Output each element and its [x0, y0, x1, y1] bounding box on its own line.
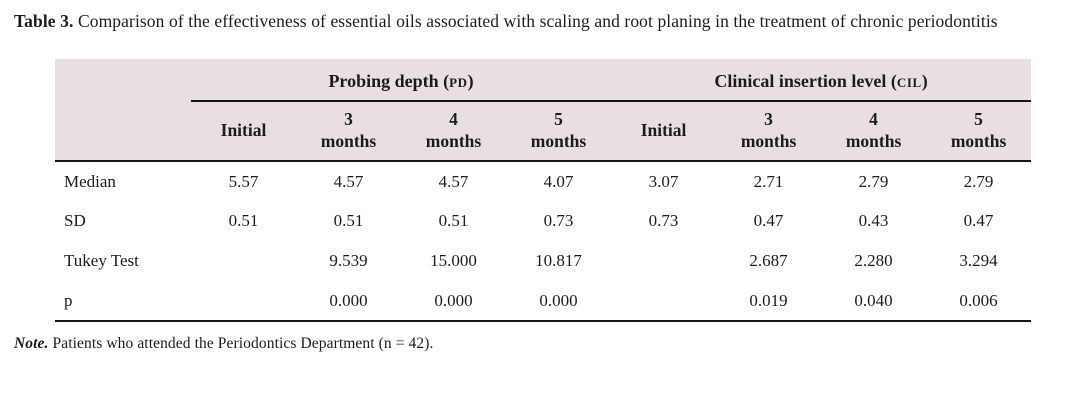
table-note-label: Note.: [14, 335, 49, 353]
data-cell: 0.43: [858, 211, 889, 231]
table-row-tukey-test: Tukey Test 9.539 15.000 10.817 2.687 2.2…: [55, 241, 1031, 281]
corner-cell: [55, 59, 191, 102]
data-cell: 0.019: [716, 281, 822, 323]
data-cell: 4.07: [543, 171, 574, 191]
data-cell: 4.57: [438, 171, 469, 191]
data-cell: 0.006: [926, 281, 1032, 323]
data-cell: [191, 241, 296, 281]
data-cell: 2.79: [858, 171, 889, 191]
data-cell: [611, 241, 716, 281]
data-cell: 2.687: [749, 251, 788, 271]
group-header-clinical-insertion-level: Clinical insertion level (CIL): [611, 59, 1032, 103]
group-header-text: Probing depth (: [328, 71, 450, 92]
table-row-median: Median 5.57 4.57 4.57 4.07 3.07 2.71 2.7…: [55, 161, 1031, 201]
col-header-cil-3-months: 3 months: [716, 101, 822, 163]
table-caption-text: Comparison of the effectiveness of essen…: [73, 11, 998, 31]
data-cell: 2.71: [753, 171, 784, 191]
col-header-pd-3-months: 3 months: [296, 101, 401, 163]
group-header-row: Probing depth (PD) Clinical insertion le…: [55, 59, 1032, 103]
data-cell: 0.47: [753, 211, 784, 231]
table-note: Note. Patients who attended the Periodon…: [14, 335, 1051, 353]
col-header-pd-4-months: 4 months: [401, 101, 506, 163]
group-header-text: Clinical insertion level (: [714, 71, 897, 92]
row-label: Tukey Test: [64, 251, 139, 271]
group-header-abbr: CIL: [896, 75, 922, 91]
data-cell: 0.73: [648, 211, 679, 231]
data-cell: [191, 281, 296, 323]
table-row-sd: SD 0.51 0.51 0.51 0.73 0.73 0.47 0.43 0.…: [55, 201, 1031, 241]
row-label: SD: [64, 211, 86, 231]
group-header-suffix: ): [467, 71, 474, 92]
data-cell: 9.539: [329, 251, 368, 271]
data-cell: 3.07: [648, 171, 679, 191]
data-cell: 0.000: [296, 281, 401, 323]
row-label: p: [55, 281, 191, 323]
data-cell: 10.817: [535, 251, 582, 271]
col-header-cil-initial: Initial: [611, 101, 717, 163]
table-caption-label: Table 3.: [14, 11, 74, 31]
data-cell: 2.280: [854, 251, 893, 271]
col-header-cil-4-months: 4 months: [821, 101, 927, 163]
col-header-pd-5-months: 5 months: [506, 101, 612, 163]
group-header-probing-depth: Probing depth (PD): [191, 59, 612, 103]
data-cell: 4.57: [333, 171, 364, 191]
row-label: Median: [64, 171, 116, 191]
group-header-suffix: ): [921, 71, 928, 92]
data-cell: 0.000: [401, 281, 506, 323]
col-header-cil-5-months: 5 months: [926, 101, 1032, 163]
data-cell: 0.51: [438, 211, 469, 231]
table-row-p: p 0.000 0.000 0.000 0.019 0.040 0.006: [55, 281, 1032, 323]
data-cell: 5.57: [228, 171, 259, 191]
data-cell: 0.73: [543, 211, 574, 231]
table-caption: Table 3. Comparison of the effectiveness…: [14, 9, 1051, 33]
data-cell: 0.000: [506, 281, 612, 323]
data-cell: 2.79: [963, 171, 994, 191]
data-cell: 0.47: [963, 211, 994, 231]
table-note-text: Patients who attended the Periodontics D…: [48, 335, 434, 353]
results-table: Probing depth (PD) Clinical insertion le…: [55, 59, 1032, 323]
data-cell: 0.51: [333, 211, 364, 231]
page: Table 3. Comparison of the effectiveness…: [14, 9, 1051, 353]
data-cell: 0.51: [228, 211, 259, 231]
data-cell: 0.040: [821, 281, 927, 323]
data-cell: 3.294: [959, 251, 998, 271]
data-cell: [611, 281, 717, 323]
col-header-pd-initial: Initial: [191, 101, 296, 163]
group-header-abbr: PD: [449, 75, 468, 91]
column-header-row: Initial 3 months 4 months 5 months Initi…: [55, 101, 1032, 163]
data-cell: 15.000: [430, 251, 477, 271]
row-label-header-cell: [55, 101, 191, 163]
